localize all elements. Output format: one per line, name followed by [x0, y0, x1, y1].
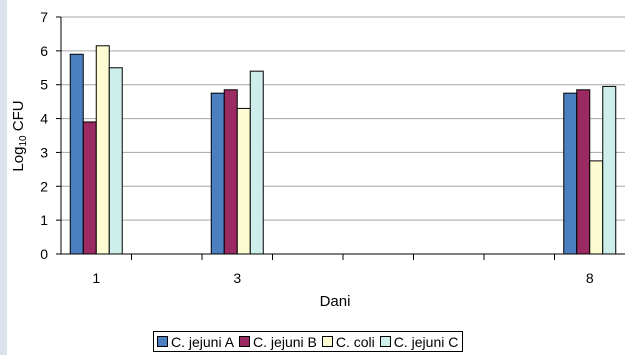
bar	[563, 92, 578, 255]
legend-label: C. jejuni C	[393, 333, 459, 350]
legend-item: C. jejuni A	[157, 334, 234, 350]
legend-item: C. jejuni B	[239, 334, 317, 350]
bar	[210, 92, 225, 255]
y-axis-title-subscript: 10	[18, 135, 29, 147]
bar	[236, 107, 251, 255]
legend-swatch	[321, 336, 333, 347]
bar	[82, 121, 97, 255]
bar	[602, 85, 617, 255]
legend-label: C. jejuni B	[253, 333, 317, 350]
legend-item: C. jejuni C	[379, 333, 459, 350]
y-tick-label: 6	[40, 43, 48, 59]
y-tick-labels: 0 1 2 3 4 5 6 7	[40, 9, 48, 262]
legend: C. jejuni A C. jejuni B C. coli C. jejuni C	[153, 331, 464, 352]
x-tick-label: 8	[586, 270, 594, 286]
grid-lines	[61, 16, 625, 221]
y-tick-label: 1	[40, 212, 48, 228]
bar	[249, 70, 264, 255]
bar	[95, 45, 110, 255]
bar	[589, 160, 604, 255]
y-axis-title-main: Log	[10, 147, 27, 172]
x-axis-title: Dani	[320, 293, 351, 310]
legend-swatch	[379, 336, 391, 347]
y-tick-label: 3	[40, 144, 48, 160]
bar	[69, 53, 84, 255]
x-tick-labels: 1 3 8	[92, 270, 594, 286]
y-tick-label: 4	[40, 111, 48, 127]
y-tick-label: 0	[40, 246, 48, 262]
left-border-strip	[0, 0, 7, 355]
x-tick-label: 1	[92, 270, 100, 286]
legend-label: C. jejuni A	[171, 333, 235, 350]
y-tick-label: 5	[40, 77, 48, 93]
legend-swatch	[157, 336, 168, 347]
y-tick-label: 2	[40, 178, 48, 194]
y-tick-label: 7	[40, 9, 48, 25]
y-axis-title: Log10 CFU	[10, 100, 29, 171]
axes	[56, 16, 625, 260]
legend-label: C. coli	[335, 333, 375, 350]
bar	[108, 67, 123, 255]
legend-item: C. coli	[321, 333, 375, 350]
bar	[576, 89, 591, 255]
legend-swatch	[239, 336, 251, 347]
bars	[69, 45, 617, 255]
bar	[223, 89, 238, 255]
x-tick-label: 3	[233, 270, 241, 286]
y-axis-title-suffix: CFU	[10, 100, 27, 135]
